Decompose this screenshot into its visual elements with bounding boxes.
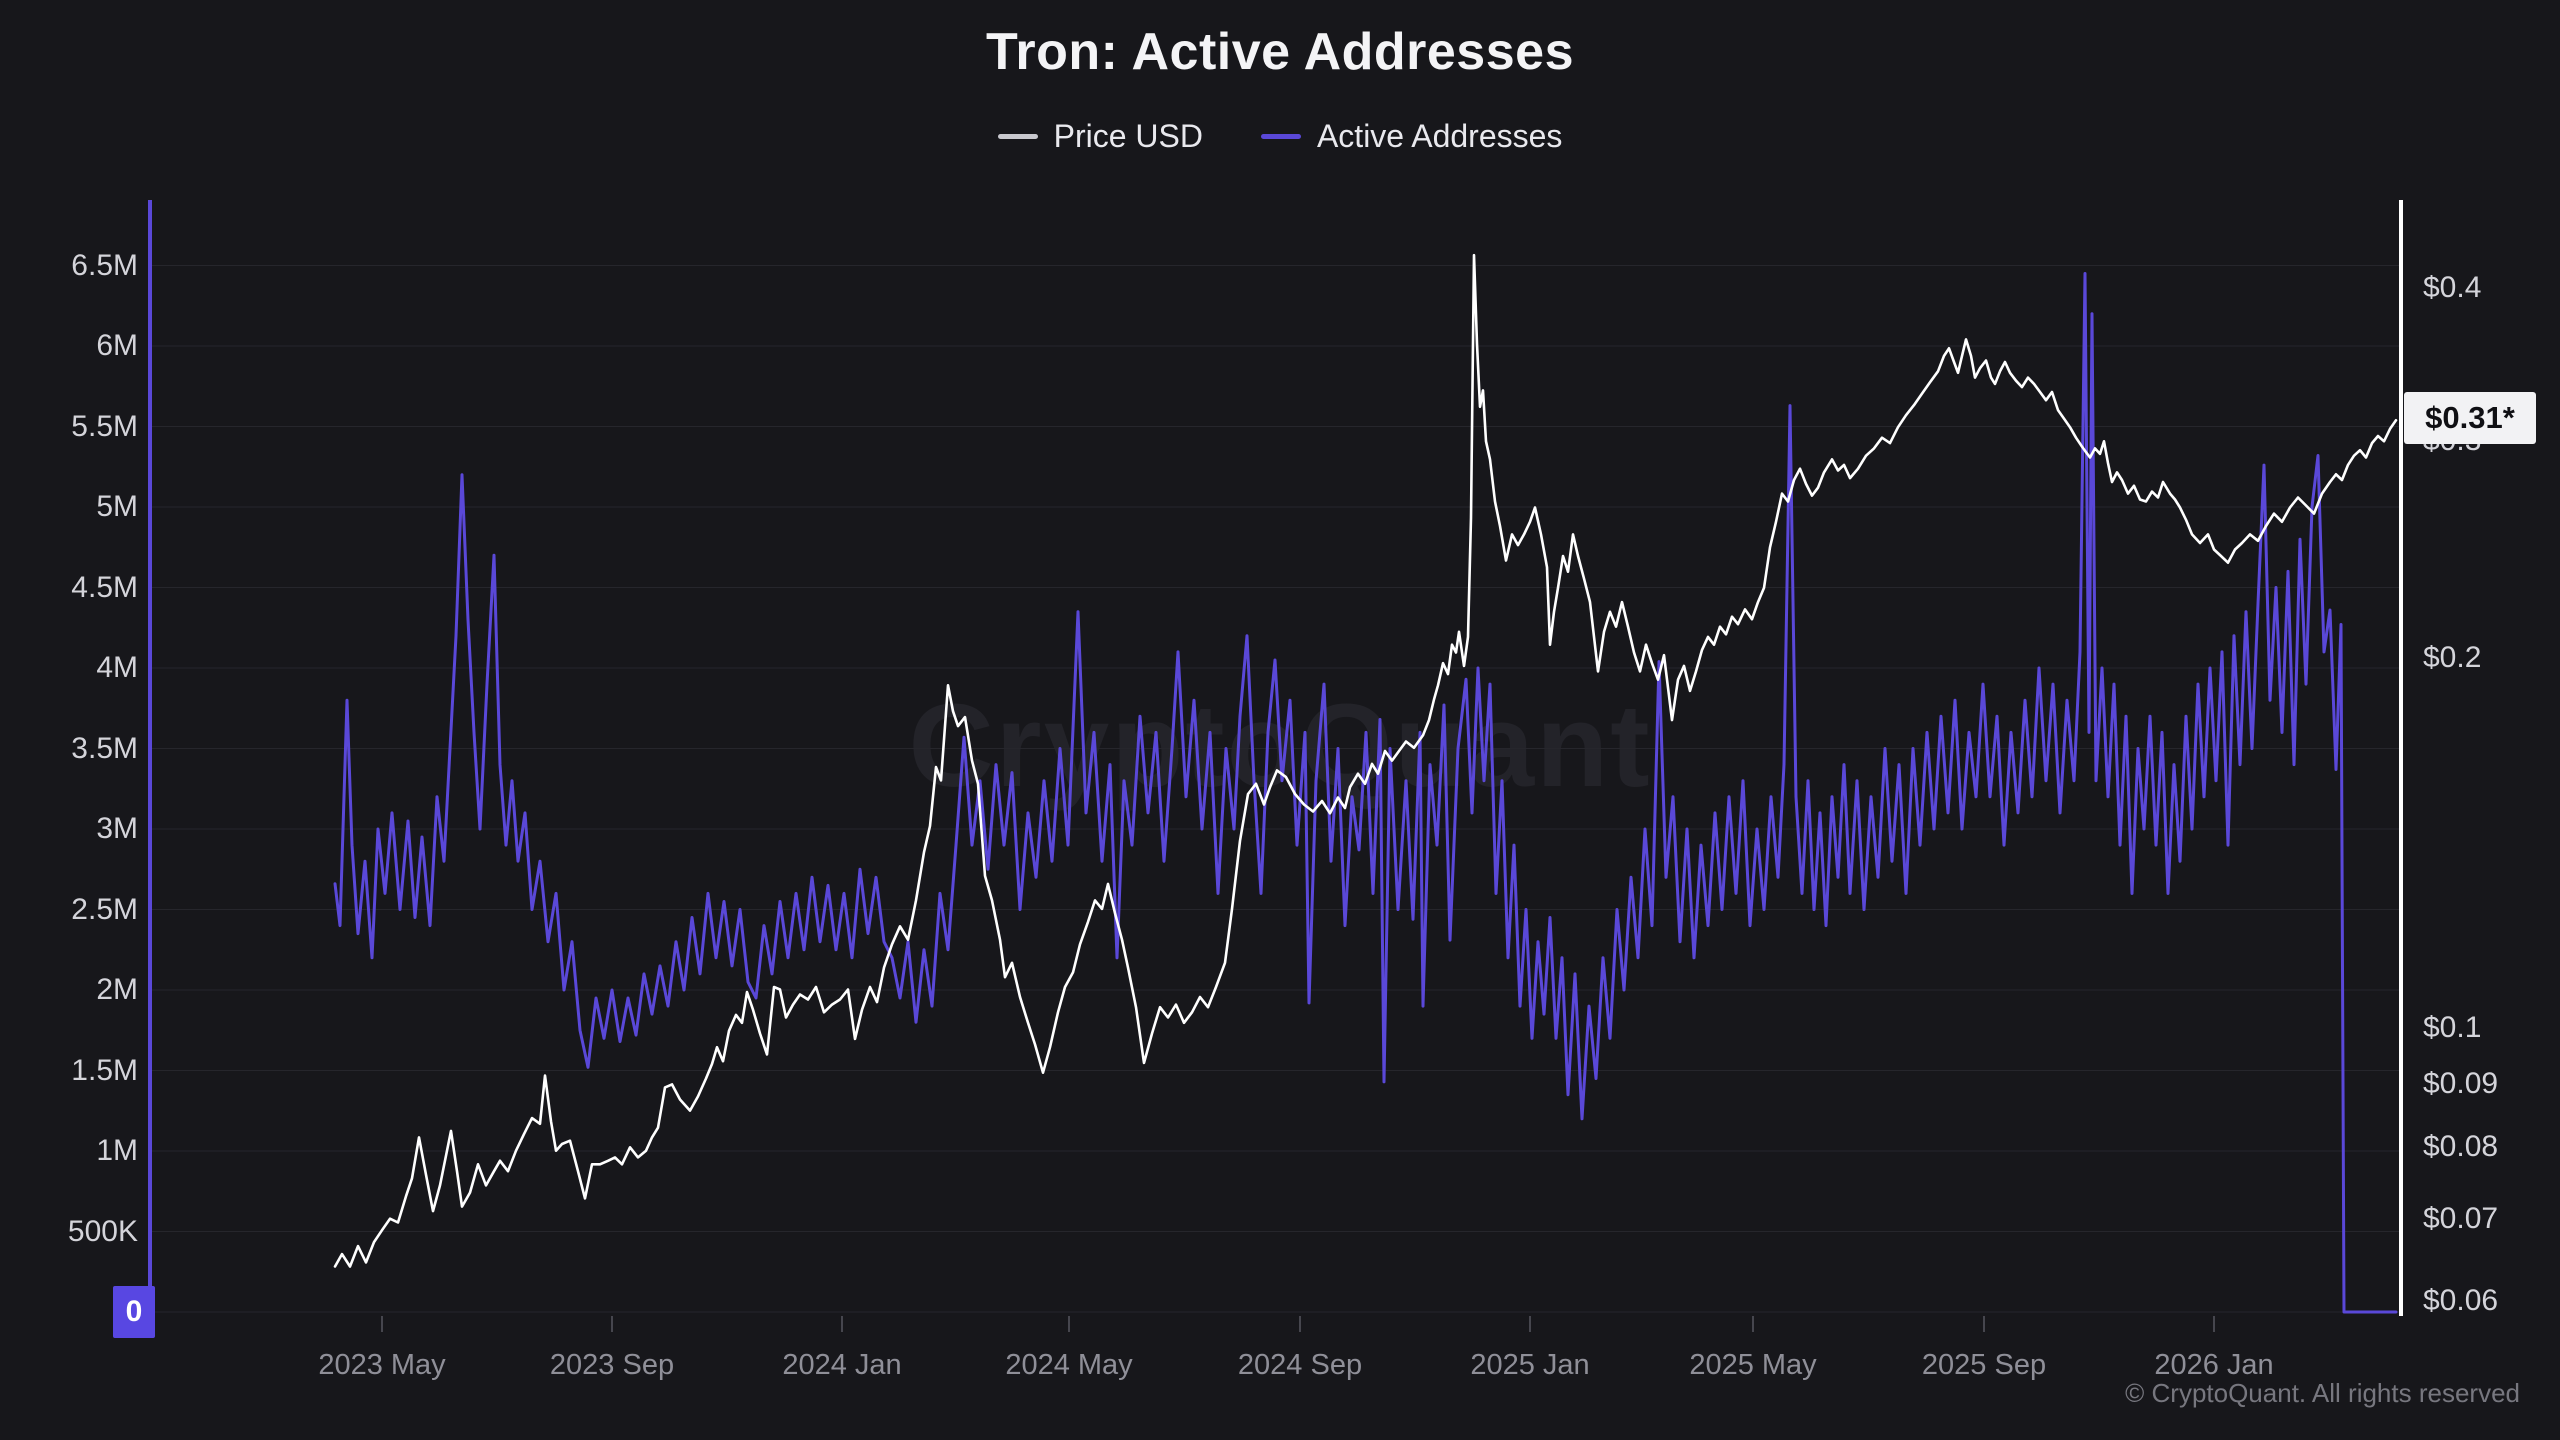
legend-label-price: Price USD <box>1053 118 1203 154</box>
legend-label-addresses: Active Addresses <box>1316 118 1563 154</box>
axis-tick-label: 2M <box>96 973 138 1006</box>
axis-tick-label: 6M <box>96 329 138 362</box>
series-active-addresses <box>333 272 2398 1314</box>
axis-tick-label: $0.1 <box>2423 1011 2482 1045</box>
axis-tick-label: 3.5M <box>71 731 138 765</box>
axis-tick-label: 5.5M <box>71 409 138 443</box>
axis-tick-label: $0.4 <box>2423 270 2482 304</box>
copyright-notice: © CryptoQuant. All rights reserved <box>2125 1378 2520 1408</box>
addresses-last-value-badge: 0 <box>113 1286 155 1338</box>
axis-tick-label: 3M <box>96 812 138 845</box>
axis-tick-label: $0.06 <box>2423 1284 2499 1317</box>
axis-tick-label: 4.5M <box>71 570 138 604</box>
axis-tick-label: 2024 Jan <box>782 1349 902 1381</box>
axis-tick-label: 1.5M <box>71 1053 138 1087</box>
axis-tick-label: $0.09 <box>2423 1067 2499 1101</box>
series-price-usd <box>333 253 2398 1268</box>
addresses-series-dash-icon <box>1260 134 1301 139</box>
axis-tick-label: 5M <box>96 490 138 523</box>
axis-tick-label: $0.07 <box>2423 1201 2499 1235</box>
axis-tick-label: 2023 Sep <box>549 1349 675 1381</box>
axis-tick-label: 2024 Sep <box>1237 1349 1363 1381</box>
legend: Price USD Active Addresses <box>0 118 2560 155</box>
axis-tick-label: 1M <box>96 1134 138 1167</box>
axis-tick-label: 4M <box>96 651 138 684</box>
axis-tick-label: 2025 May <box>1689 1349 1817 1381</box>
legend-item-price[interactable]: Price USD <box>997 118 1203 155</box>
axis-tick-label: 2025 Sep <box>1921 1349 2047 1381</box>
axis-tick-label: $0.08 <box>2423 1130 2499 1164</box>
price-series-dash-icon <box>997 134 1038 139</box>
page-title: Tron: Active Addresses <box>985 23 1574 81</box>
axis-tick-label: 2023 May <box>318 1349 446 1381</box>
axis-tick-label: 2024 May <box>1005 1349 1133 1381</box>
axis-tick-label: 2.5M <box>71 892 138 926</box>
axis-tick-label: 6.5M <box>71 248 138 282</box>
axis-tick-label: 2025 Jan <box>1470 1349 1590 1381</box>
axis-tick-label: 500K <box>67 1214 138 1248</box>
price-last-value-badge: $0.31* <box>2404 392 2536 444</box>
legend-item-addresses[interactable]: Active Addresses <box>1260 118 1563 155</box>
axis-tick-label: $0.2 <box>2423 640 2482 674</box>
axis-tick-label: 2026 Jan <box>2154 1349 2274 1381</box>
